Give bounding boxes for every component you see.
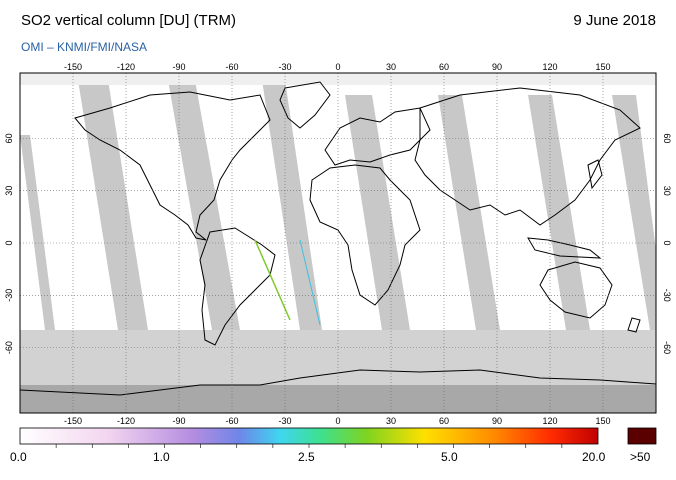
- lat-tick-label: 0: [662, 240, 672, 245]
- lat-labels-left: 60 30 0 -30 -60: [4, 133, 14, 354]
- colorbar-label-1: 1.0: [153, 450, 170, 464]
- lat-tick-label: -30: [662, 289, 672, 302]
- colorbar-overflow-swatch: [627, 427, 657, 445]
- lon-tick-label: 90: [492, 416, 502, 426]
- lon-tick-label: 90: [492, 62, 502, 72]
- colorbar-label-4: 20.0: [582, 450, 606, 464]
- lon-tick-label: 60: [439, 62, 449, 72]
- map-frame: [19, 72, 657, 414]
- coastlines: [20, 81, 656, 396]
- lat-tick-label: 60: [662, 133, 672, 143]
- lon-tick-label: -30: [278, 416, 291, 426]
- lon-tick-label: 30: [386, 416, 396, 426]
- lon-tick-label: 0: [335, 62, 340, 72]
- colorbar: [19, 427, 599, 445]
- lon-tick-label: -120: [117, 416, 135, 426]
- colorbar-ticks: [55, 444, 563, 448]
- lon-tick-label: 60: [439, 416, 449, 426]
- graticule: [20, 73, 656, 413]
- lon-tick-label: -60: [225, 416, 238, 426]
- lat-tick-label: 0: [4, 240, 14, 245]
- lon-tick-label: 0: [335, 416, 340, 426]
- so2-trace: [254, 239, 291, 321]
- lat-labels-right: 60 30 0 -30 -60: [662, 133, 672, 354]
- lon-tick-label: 150: [595, 62, 610, 72]
- colorbar-label-0: 0.0: [10, 450, 27, 464]
- map-date: 9 June 2018: [573, 12, 656, 29]
- lat-tick-label: 30: [662, 186, 672, 196]
- lat-tick-label: -60: [4, 341, 14, 354]
- lon-tick-label: 120: [542, 416, 557, 426]
- lon-tick-label: -90: [172, 62, 185, 72]
- lon-tick-label: 120: [542, 62, 557, 72]
- colorbar-overflow-label: >50: [630, 450, 651, 464]
- lat-tick-label: -30: [4, 289, 14, 302]
- lon-labels-top: -150 -120 -90 -60 -30 0 30 60 90 120 150: [64, 62, 611, 72]
- map-title: SO2 vertical column [DU] (TRM): [21, 12, 237, 29]
- lon-tick-label: -90: [172, 416, 185, 426]
- colorbar-label-3: 5.0: [441, 450, 458, 464]
- lon-tick-label: 30: [386, 62, 396, 72]
- lat-tick-label: -60: [662, 341, 672, 354]
- lat-tick-label: 60: [4, 133, 14, 143]
- lon-tick-label: -150: [64, 416, 82, 426]
- data-credit: OMI – KNMI/FMI/NASA: [21, 40, 148, 54]
- lon-labels-bottom: -150 -120 -90 -60 -30 0 30 60 90 120 150: [64, 416, 611, 426]
- colorbar-label-2: 2.5: [298, 450, 315, 464]
- lon-tick-label: -150: [64, 62, 82, 72]
- lon-tick-label: 150: [595, 416, 610, 426]
- orbit-gaps: [20, 80, 656, 330]
- lat-tick-label: 30: [4, 186, 14, 196]
- lon-tick-label: -120: [117, 62, 135, 72]
- lon-tick-label: -60: [225, 62, 238, 72]
- lon-tick-label: -30: [278, 62, 291, 72]
